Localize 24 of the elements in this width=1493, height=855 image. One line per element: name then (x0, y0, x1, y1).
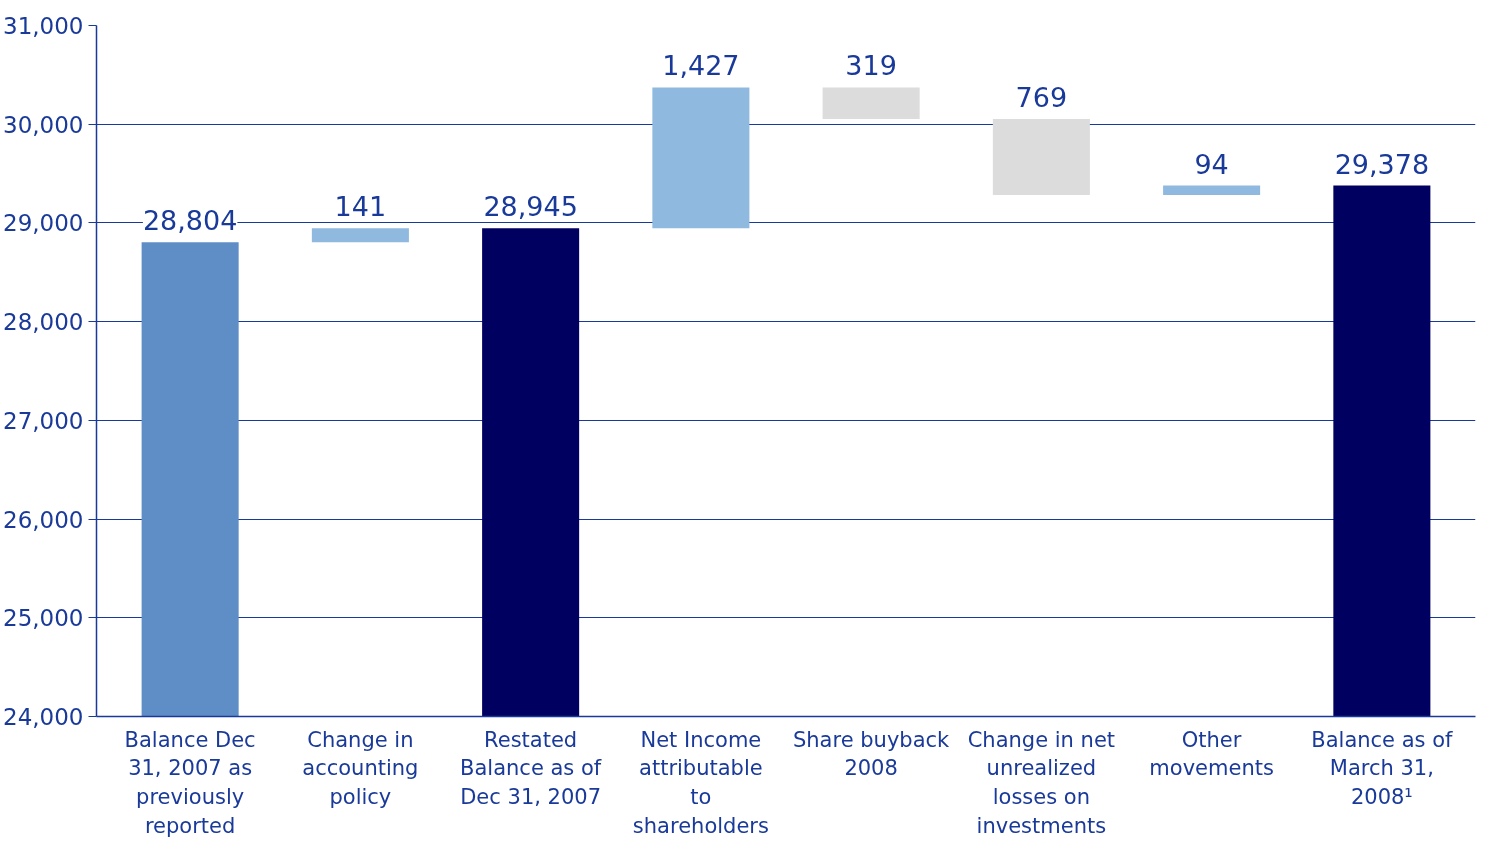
data-label: 769 (1015, 81, 1068, 113)
data-label: 28,804 (142, 205, 238, 237)
x-tick-label: Change in accounting policy (302, 727, 419, 810)
data-label: 94 (1194, 148, 1229, 180)
data-label: 141 (334, 191, 387, 223)
y-tick-label: 25,000 (3, 605, 84, 632)
y-tick-label: 26,000 (3, 506, 84, 533)
data-label: 28,945 (483, 191, 578, 223)
data-label: 29,378 (1334, 148, 1430, 180)
data-label: 1,427 (662, 50, 740, 82)
data-label: 319 (845, 50, 897, 82)
x-tick-label: Balance as of March 31, 2008¹ (1311, 727, 1454, 810)
y-tick-label: 29,000 (3, 210, 84, 237)
y-tick-label: 24,000 (3, 704, 84, 730)
x-tick-label: Restated Balance as of Dec 31, 2007 (460, 727, 602, 810)
x-tick-label: Balance Dec 31, 2007 as previously reported (124, 727, 256, 838)
x-tick-label: Other movements (1149, 727, 1274, 781)
y-tick-label: 27,000 (3, 407, 84, 434)
y-tick-label: 28,000 (3, 309, 84, 336)
x-tick-label: Net Income attributable to shareholders (632, 727, 769, 838)
y-tick-label: 31,000 (3, 13, 84, 39)
y-tick-label: 30,000 (3, 111, 84, 138)
x-tick-label: Share buyback 2008 (793, 727, 951, 781)
x-tick-label: Change in net unrealized losses on investments (967, 727, 1116, 838)
